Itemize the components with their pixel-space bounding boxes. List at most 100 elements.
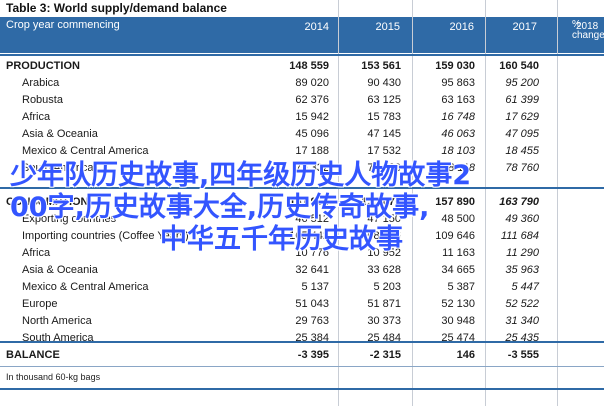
watermark-line-1: 少年队历史故事,四年级历史人物故事2 — [10, 160, 472, 191]
cell-value: 17 188 — [295, 145, 329, 157]
balance-value-2016: 146 — [456, 349, 475, 361]
cell-value: 111 684 — [500, 230, 539, 242]
cell-value: 89 020 — [295, 77, 329, 89]
cell-value: 18 455 — [505, 145, 539, 157]
cell-value: 73 100 — [367, 162, 401, 174]
cell-value: 95 200 — [505, 77, 539, 89]
cell-value: 34 665 — [441, 264, 475, 276]
cell-value: 46 512 — [295, 213, 329, 225]
cell-value: 29 763 — [295, 315, 329, 327]
cell-value: 62 376 — [295, 94, 329, 106]
cell-value: 10 952 — [367, 247, 401, 259]
cell-value: 35 963 — [505, 264, 539, 276]
cell-value: 5 203 — [373, 281, 401, 293]
cell-value: 32 641 — [295, 264, 329, 276]
cell-value: 17 629 — [505, 111, 539, 123]
year-header-2016: 2016 — [449, 21, 474, 33]
table-row: Mexico & Central America 5 137 5 203 5 387 5… — [0, 279, 604, 297]
watermark-line-2: 00字,历史故事大全,历史传奇故事, — [10, 192, 430, 223]
cell-value: 31 340 — [505, 315, 539, 327]
cell-value: 160 540 — [499, 60, 539, 72]
cell-value: 47 145 — [367, 128, 401, 140]
footnote: In thousand 60-kg bags — [6, 372, 101, 382]
cell-value: 157 890 — [435, 196, 475, 208]
table-row: Arabica 89 020 90 430 95 863 95 200 — [0, 75, 604, 93]
cell-value: 159 030 — [435, 60, 475, 72]
column-divider — [557, 0, 558, 406]
table-row: Asia & Oceania 45 096 47 145 46 063 47 095 — [0, 126, 604, 144]
row-label: CONSUMPTION — [6, 196, 89, 208]
cell-value: 155 876 — [361, 196, 401, 208]
table-row: Asia & Oceania 32 641 33 628 34 665 35 963 — [0, 262, 604, 280]
column-divider — [338, 0, 339, 406]
balance-label: BALANCE — [6, 349, 60, 361]
year-header-cut: 2018 — [576, 21, 599, 32]
cell-value: 151 954 — [289, 196, 329, 208]
balance-value-2014: -3 395 — [297, 349, 329, 361]
row-label: North America — [22, 315, 92, 327]
cell-value: 30 948 — [441, 315, 475, 327]
table-row: South America 25 384 25 484 25 474 25 435 — [0, 330, 604, 348]
row-label: Robusta — [22, 94, 63, 106]
cell-value: 148 559 — [289, 60, 329, 72]
cell-value: 15 942 — [295, 111, 329, 123]
footnote-separator — [0, 366, 604, 367]
table-row: Europe 51 043 51 871 52 130 52 522 — [0, 296, 604, 314]
cell-value: 105 442 — [289, 230, 329, 242]
cell-value: 95 863 — [441, 77, 475, 89]
watermark-line-3: 中华五千年历史故事 — [160, 224, 403, 255]
row-label: Africa — [22, 111, 51, 123]
row-label: Mexico & Central America — [22, 145, 149, 157]
cell-value: 18 103 — [441, 145, 475, 157]
cell-value: 11 290 — [506, 247, 539, 259]
cell-value: 16 748 — [441, 111, 475, 123]
cell-value: 51 043 — [295, 298, 329, 310]
row-label: Arabica — [22, 77, 60, 89]
table-row: North America 29 763 30 373 30 948 31 340 — [0, 313, 604, 331]
row-label: Asia & Oceania — [22, 128, 98, 140]
table-header-band: Crop year commencing % change — [0, 17, 604, 53]
row-label: Asia & Oceania — [22, 264, 98, 276]
header-change-label: % change — [572, 19, 604, 41]
cell-value: 11 163 — [442, 247, 475, 259]
table-row: Importing countries (Coffee Years) 105 44… — [0, 228, 604, 246]
title-bar: Table 3: World supply/demand balance — [0, 0, 604, 17]
year-header-2017: 2017 — [512, 21, 537, 33]
section-total-row: PRODUCTION 148 559 153 561 159 030 160 540 — [0, 58, 604, 76]
table-row: Robusta 62 376 63 125 63 163 61 399 — [0, 92, 604, 110]
column-divider — [412, 0, 413, 406]
row-label: South America — [22, 162, 94, 174]
row-label: Africa — [22, 247, 51, 259]
year-header-2015: 2015 — [375, 21, 400, 33]
header-rule — [0, 54, 604, 56]
year-header-2014: 2014 — [304, 21, 329, 33]
section-total-row: CONSUMPTION 151 954 155 876 157 890 163 790 — [0, 194, 604, 212]
cell-value: 47 095 — [505, 128, 539, 140]
cell-value: 46 063 — [441, 128, 475, 140]
cell-value: 17 532 — [367, 145, 401, 157]
cell-value: 10 776 — [295, 247, 329, 259]
cell-value: 61 399 — [505, 94, 539, 106]
cell-value: 109 646 — [435, 230, 475, 242]
cell-value: 5 387 — [447, 281, 475, 293]
cell-value: 163 790 — [499, 196, 539, 208]
balance-row: BALANCE -3 395 -2 315 146 -3 555 — [0, 347, 604, 365]
cell-value: 63 163 — [441, 94, 475, 106]
row-label: Exporting countries — [22, 213, 117, 225]
cell-value: 78 760 — [505, 162, 539, 174]
table-row: Mexico & Central America 17 188 17 532 18 1… — [0, 143, 604, 161]
cell-value: 5 137 — [301, 281, 329, 293]
cell-value: 90 430 — [367, 77, 401, 89]
watermark-overlay: 少年队历史故事,四年级历史人物故事2 00字,历史故事大全,历史传奇故事, 中华… — [10, 160, 600, 260]
row-label: Europe — [22, 298, 58, 310]
balance-value-2017: -3 555 — [507, 349, 539, 361]
cell-value: 48 500 — [441, 213, 475, 225]
cell-value: 108 726 — [361, 230, 401, 242]
cell-value: 49 360 — [505, 213, 539, 225]
cell-value: 30 373 — [367, 315, 401, 327]
table-bottom-rule — [0, 388, 604, 390]
cell-value: 5 447 — [511, 281, 539, 293]
section-separator — [0, 187, 604, 189]
cell-value: 153 561 — [361, 60, 401, 72]
cell-value: 52 522 — [505, 298, 539, 310]
